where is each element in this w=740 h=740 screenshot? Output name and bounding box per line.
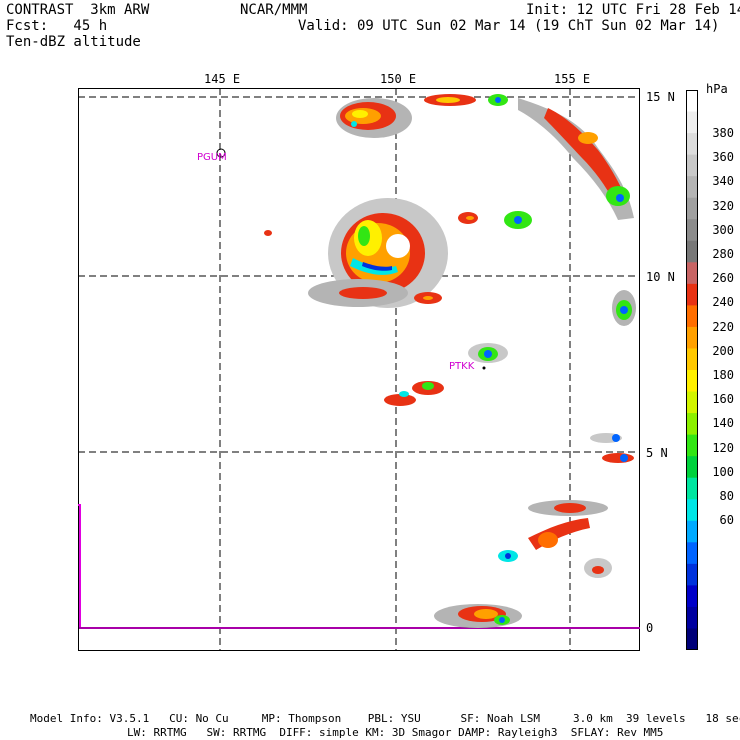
colorbar-swatch: [686, 348, 698, 371]
station-label-ptkk: PTKK: [449, 361, 475, 372]
colorbar-swatch: [686, 197, 698, 220]
colorbar-swatch: [686, 542, 698, 565]
colorbar-swatch: [686, 154, 698, 177]
model-info-line2: LW: RRTMG SW: RRTMG DIFF: simple KM: 3D …: [127, 726, 664, 739]
colorbar-swatch: [686, 434, 698, 457]
colorbar-label: 300: [712, 222, 734, 237]
colorbar-swatch: [686, 520, 698, 543]
colorbar-label: 200: [712, 343, 734, 358]
colorbar-label: 340: [712, 174, 734, 189]
colorbar-swatch: [686, 585, 698, 608]
echo-cluster-typhoon-core: [308, 198, 448, 308]
echo-cluster-north: [336, 94, 508, 138]
station-ptkk-marker: [482, 366, 486, 370]
echo-cluster-scattered-mid: [264, 211, 636, 326]
colorbar-label: 220: [712, 319, 734, 334]
colorbar-label: 180: [712, 368, 734, 382]
colorbar-swatch: [686, 413, 698, 436]
colorbar-swatch: [686, 133, 698, 156]
colorbar-swatch: [686, 90, 698, 113]
model-info-line1: Model Info: V3.5.1 CU: No Cu MP: Thompso…: [30, 712, 740, 725]
init-time: Init: 12 UTC Fri 28 Feb 14: [526, 2, 740, 18]
lat-label-15n: 15 N: [646, 90, 675, 104]
colorbar-swatch: [686, 111, 698, 134]
colorbar-swatch: [686, 176, 698, 199]
colorbar-label: 80: [719, 489, 734, 503]
colorbar-swatch: [686, 283, 698, 306]
model-title: CONTRAST 3km ARW: [6, 2, 150, 18]
colorbar-swatch: [686, 391, 698, 414]
colorbar-label: 100: [712, 464, 734, 479]
reflectivity-map: [78, 88, 640, 651]
colorbar-label: 140: [712, 416, 734, 431]
colorbar-label: 260: [712, 271, 734, 286]
forecast-hour: Fcst: 45 h: [6, 18, 108, 34]
map-frame: [78, 88, 640, 651]
colorbar-swatch: [686, 219, 698, 242]
lat-label-0: 0: [646, 621, 654, 635]
echo-cluster-east-5n: [590, 433, 634, 463]
colorbar-swatch: [686, 456, 698, 479]
lat-label-10n: 10 N: [646, 270, 675, 284]
lat-label-5n: 5 N: [646, 446, 668, 460]
lon-label-145: 145 E: [204, 72, 241, 86]
colorbar-label: 380: [712, 126, 734, 140]
colorbar-swatch: [686, 305, 698, 328]
echo-cluster-northeast-band: [518, 98, 634, 220]
colorbar-swatch: [686, 563, 698, 586]
colorbar-unit: hPa: [706, 82, 728, 96]
colorbar-frame: [686, 90, 698, 650]
valid-time: Valid: 09 UTC Sun 02 Mar 14 (19 ChT Sun …: [298, 18, 720, 34]
lon-label-150: 150 E: [380, 72, 417, 86]
echo-cluster-equator: [434, 604, 522, 628]
colorbar-label: 320: [712, 198, 734, 213]
station-label-pgum: PGUM: [197, 152, 227, 163]
lon-label-155: 155 E: [554, 72, 591, 86]
station-pgum-marker: [216, 148, 226, 158]
colorbar-swatch: [686, 262, 698, 285]
colorbar-label: 120: [712, 440, 734, 455]
echo-cluster-south: [498, 500, 612, 578]
colorbar-swatch: [686, 628, 698, 650]
echo-cluster-ptkk: [384, 343, 508, 406]
colorbar-swatch: [686, 370, 698, 393]
colorbar-label: 60: [719, 513, 734, 528]
organization: NCAR/MMM: [240, 2, 308, 18]
colorbar-swatch: [686, 606, 698, 629]
colorbar: [686, 90, 698, 650]
colorbar-label: 280: [712, 247, 734, 261]
colorbar-label: 360: [712, 150, 734, 165]
colorbar-label: 160: [712, 392, 734, 407]
colorbar-swatch: [686, 477, 698, 500]
field-name: Ten-dBZ altitude: [6, 34, 141, 50]
colorbar-label: 240: [712, 295, 734, 310]
colorbar-swatch: [686, 326, 698, 349]
colorbar-swatch: [686, 499, 698, 522]
colorbar-swatch: [686, 240, 698, 263]
